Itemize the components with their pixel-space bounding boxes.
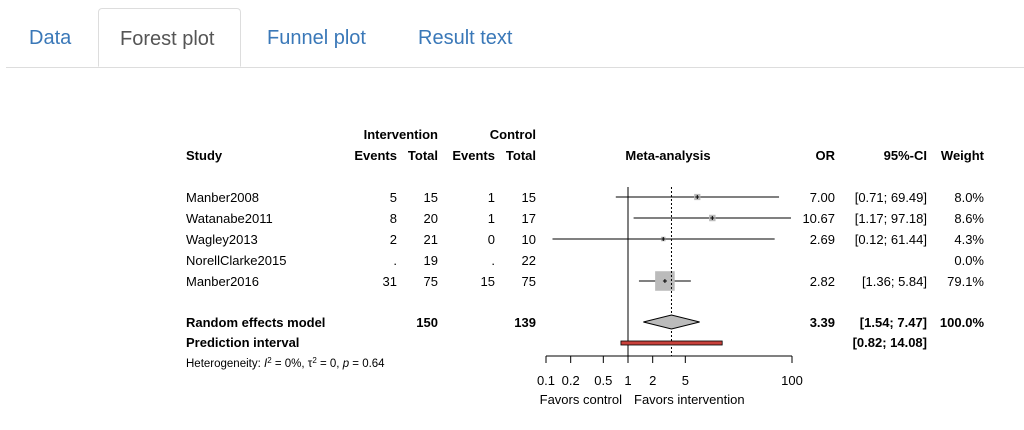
study-row: NorellClarke2015. 19. 22 0.0% [186,253,984,268]
study-name: Watanabe2011 [186,211,273,226]
study-row: Watanabe2011 8 20 1 17 10.67 [1.17; 97.18] 8.6% [186,211,984,226]
total-control: 10 [522,232,536,247]
x-axis-tick-label: 2 [649,373,656,388]
total-control: 15 [522,190,536,205]
header-control: Control [490,127,536,142]
events-control: 0 [488,232,495,247]
events-control: . [491,253,495,268]
study-row: Manber2008 5 15 1 15 7.00 [0.71; 69.49] 8.0% [186,190,984,205]
favors-control-label: Favors control [540,392,622,407]
prediction-interval-ci: [0.82; 14.08] [853,335,927,350]
confidence-interval: [0.71; 69.49] [855,190,927,205]
header-study: Study [186,148,223,163]
odds-ratio: 2.82 [810,274,835,289]
x-axis-tick-label: 1 [624,373,631,388]
header-or: OR [816,148,836,163]
weight: 4.3% [954,232,984,247]
header-intervention: Intervention [364,127,438,142]
random-effects-ci: [1.54; 7.47] [860,315,927,330]
study-name: NorellClarke2015 [186,253,286,268]
weight: 8.6% [954,211,984,226]
odds-ratio: 10.67 [802,211,835,226]
x-axis-tick-label: 0.5 [594,373,612,388]
tab-forest-plot[interactable]: Forest plot [98,8,241,67]
tab-result-text[interactable]: Result text [418,27,513,49]
events-intervention: . [393,253,397,268]
odds-ratio: 7.00 [810,190,835,205]
plot-area: 0.1 0.2 0.5 1 2 5 100 [537,187,803,388]
total-intervention: 15 [424,190,438,205]
study-rows: Manber2008 5 15 1 15 7.00 [0.71; 69.49] 8.0% Wat… [186,190,984,289]
x-axis-tick-label: 0.1 [537,373,555,388]
prediction-interval-label: Prediction interval [186,335,299,350]
x-axis-tick-label: 5 [682,373,689,388]
study-name: Manber2008 [186,190,259,205]
study-row: Manber2016 31 75 15 75 2.82 [1.36; 5.84] 79.1% [186,274,984,289]
header-events-intervention: Events [354,148,397,163]
heterogeneity-text: Heterogeneity: I2 = 0%, τ2 = 0, p = 0.64 [186,356,385,371]
events-control: 15 [481,274,495,289]
total-control: 75 [522,274,536,289]
header-events-control: Events [452,148,495,163]
tab-bar: Data Forest plot Funnel plot Result text [0,0,1024,68]
x-axis-tick-label: 0.2 [562,373,580,388]
weight: 79.1% [947,274,984,289]
total-control: 17 [522,211,536,226]
header-weight: Weight [941,148,985,163]
favors-intervention-label: Favors intervention [634,392,745,407]
tab-data[interactable]: Data [29,27,72,49]
events-intervention: 31 [383,274,397,289]
study-name: Manber2016 [186,274,259,289]
odds-ratio: 2.69 [810,232,835,247]
header-meta-analysis: Meta-analysis [625,148,710,163]
total-intervention: 75 [424,274,438,289]
study-name: Wagley2013 [186,232,258,247]
x-axis-tick-label: 100 [781,373,803,388]
random-effects-or: 3.39 [810,315,835,330]
events-control: 1 [488,190,495,205]
confidence-interval: [0.12; 61.44] [855,232,927,247]
random-effects-total-intervention: 150 [416,315,438,330]
events-intervention: 8 [390,211,397,226]
header-total-intervention: Total [408,148,438,163]
random-effects-diamond [643,314,700,330]
random-effects-label: Random effects model [186,315,325,330]
random-effects-weight: 100.0% [940,315,985,330]
events-intervention: 2 [390,232,397,247]
random-effects-total-control: 139 [514,315,536,330]
header-ci: 95%-CI [884,148,927,163]
tab-funnel-plot[interactable]: Funnel plot [267,27,366,49]
weight: 0.0% [954,253,984,268]
total-intervention: 21 [424,232,438,247]
total-intervention: 19 [424,253,438,268]
events-intervention: 5 [390,190,397,205]
events-control: 1 [488,211,495,226]
confidence-interval: [1.17; 97.18] [855,211,927,226]
confidence-interval: [1.36; 5.84] [862,274,927,289]
study-row: Wagley2013 2 21 0 10 2.69 [0.12; 61.44] 4.3% [186,232,984,247]
weight: 8.0% [954,190,984,205]
header-total-control: Total [506,148,536,163]
total-control: 22 [522,253,536,268]
tab-bar-divider [6,67,1024,68]
total-intervention: 20 [424,211,438,226]
prediction-interval-bar [620,340,723,346]
